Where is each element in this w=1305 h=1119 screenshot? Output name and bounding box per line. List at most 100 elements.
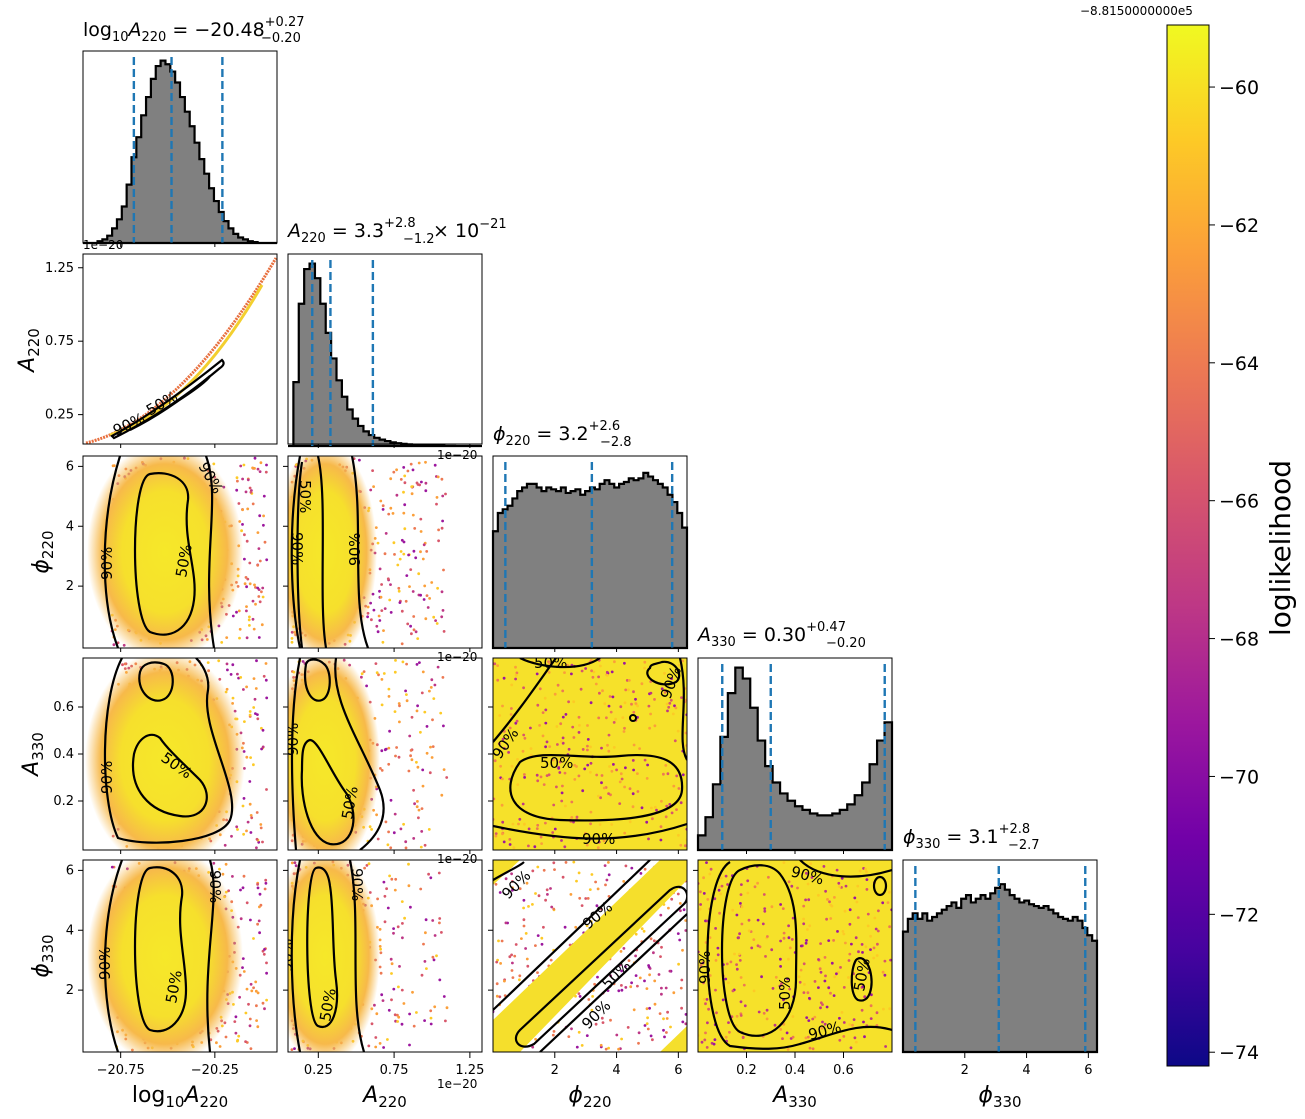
scatter-point: [842, 1035, 846, 1038]
scatter-point: [609, 710, 613, 714]
scatter-point: [256, 991, 260, 995]
scatter-point: [714, 959, 718, 962]
colorbar-tick-label: −72: [1219, 904, 1259, 926]
scatter-point: [242, 832, 246, 836]
scatter-point: [842, 986, 846, 989]
scatter-point: [782, 936, 786, 940]
scatter-point: [245, 987, 249, 991]
scatter-point: [383, 920, 387, 924]
scatter-point: [417, 816, 420, 820]
scatter-point: [371, 469, 374, 472]
contour-label-50: 50%: [776, 977, 794, 1010]
scatter-point: [589, 920, 593, 923]
scatter-point: [709, 867, 713, 871]
scatter-point: [258, 600, 262, 604]
scatter-point: [659, 838, 663, 842]
scatter-point: [797, 975, 801, 979]
scatter-point: [799, 944, 803, 948]
scatter-point: [559, 722, 563, 726]
scatter-point: [243, 582, 247, 586]
scatter-point: [773, 1023, 777, 1027]
scatter-point: [763, 907, 767, 910]
scatter-point: [847, 959, 851, 962]
scatter-point: [655, 808, 658, 812]
scatter-point: [382, 629, 385, 632]
scatter-point: [684, 731, 687, 735]
scatter-point: [541, 711, 545, 714]
scatter-point: [248, 802, 252, 806]
scatter-point: [833, 896, 836, 899]
scatter-point: [248, 713, 252, 717]
scatter-point: [441, 494, 445, 498]
scatter-point: [672, 991, 676, 995]
scatter-point: [510, 707, 513, 710]
scatter-point: [245, 609, 248, 613]
contour-islet: [872, 875, 888, 897]
frame-4-4: [902, 859, 1098, 1053]
scatter-point: [646, 1027, 650, 1031]
scatter-point: [539, 775, 543, 779]
scatter-point: [679, 843, 683, 847]
scatter-point: [433, 463, 437, 467]
scatter-point: [555, 785, 558, 789]
scatter-point: [810, 876, 814, 879]
scatter-point: [853, 896, 857, 900]
scatter-point: [866, 912, 870, 916]
scatter-point: [735, 1014, 739, 1018]
scatter-point: [702, 876, 705, 880]
scatter-point: [567, 1035, 571, 1038]
scatter-point: [848, 908, 852, 912]
scatter-point: [121, 663, 124, 667]
scatter-point: [589, 822, 592, 826]
scatter-point: [717, 888, 721, 892]
scatter-point: [445, 776, 449, 779]
scatter-point: [681, 948, 684, 952]
scatter-point: [607, 733, 611, 737]
scatter-point: [763, 909, 767, 913]
scatter-point: [444, 492, 447, 496]
scatter-point: [823, 956, 827, 959]
scatter-point: [498, 891, 502, 894]
scatter-point: [442, 995, 446, 998]
scatter-point: [383, 607, 387, 610]
scatter-point: [601, 1021, 605, 1024]
scatter-point: [624, 864, 628, 868]
scatter-point: [405, 662, 408, 666]
scatter-point: [235, 476, 239, 480]
colorbar-tick-label: −60: [1219, 77, 1259, 99]
scatter-point: [517, 822, 520, 826]
scatter-point: [680, 978, 684, 982]
scatter-point: [788, 987, 792, 991]
scatter-point: [653, 698, 656, 701]
scatter-point: [863, 1035, 866, 1039]
x-tick-label: −20.25: [191, 1063, 239, 1078]
scatter-point: [713, 897, 717, 901]
x-tick-label: 0.6: [833, 1063, 854, 1078]
scatter-point: [889, 958, 892, 962]
scatter-point: [634, 954, 637, 958]
scatter-point: [586, 748, 589, 752]
scatter-point: [376, 837, 380, 841]
scatter-point: [420, 830, 424, 833]
scatter-point: [788, 946, 792, 950]
scatter-point: [383, 552, 387, 556]
scatter-point: [494, 832, 498, 835]
scatter-point: [401, 922, 404, 925]
scatter-point: [256, 467, 260, 471]
scatter-point: [645, 1007, 649, 1011]
scatter-point: [402, 1002, 406, 1005]
scatter-point: [559, 740, 563, 743]
scatter-point: [575, 879, 578, 883]
scatter-point: [786, 977, 789, 981]
scatter-point: [419, 887, 423, 891]
scatter-point: [231, 614, 235, 618]
scatter-point: [392, 541, 396, 545]
x-tick-label: −20.75: [97, 1063, 145, 1078]
x-tick-label: 4: [1022, 1063, 1030, 1078]
scatter-point: [384, 820, 388, 824]
scatter-point: [384, 532, 388, 535]
scatter-point: [547, 671, 551, 674]
scatter-point: [376, 541, 380, 545]
scatter-point: [811, 1017, 815, 1021]
scatter-point: [683, 844, 687, 848]
